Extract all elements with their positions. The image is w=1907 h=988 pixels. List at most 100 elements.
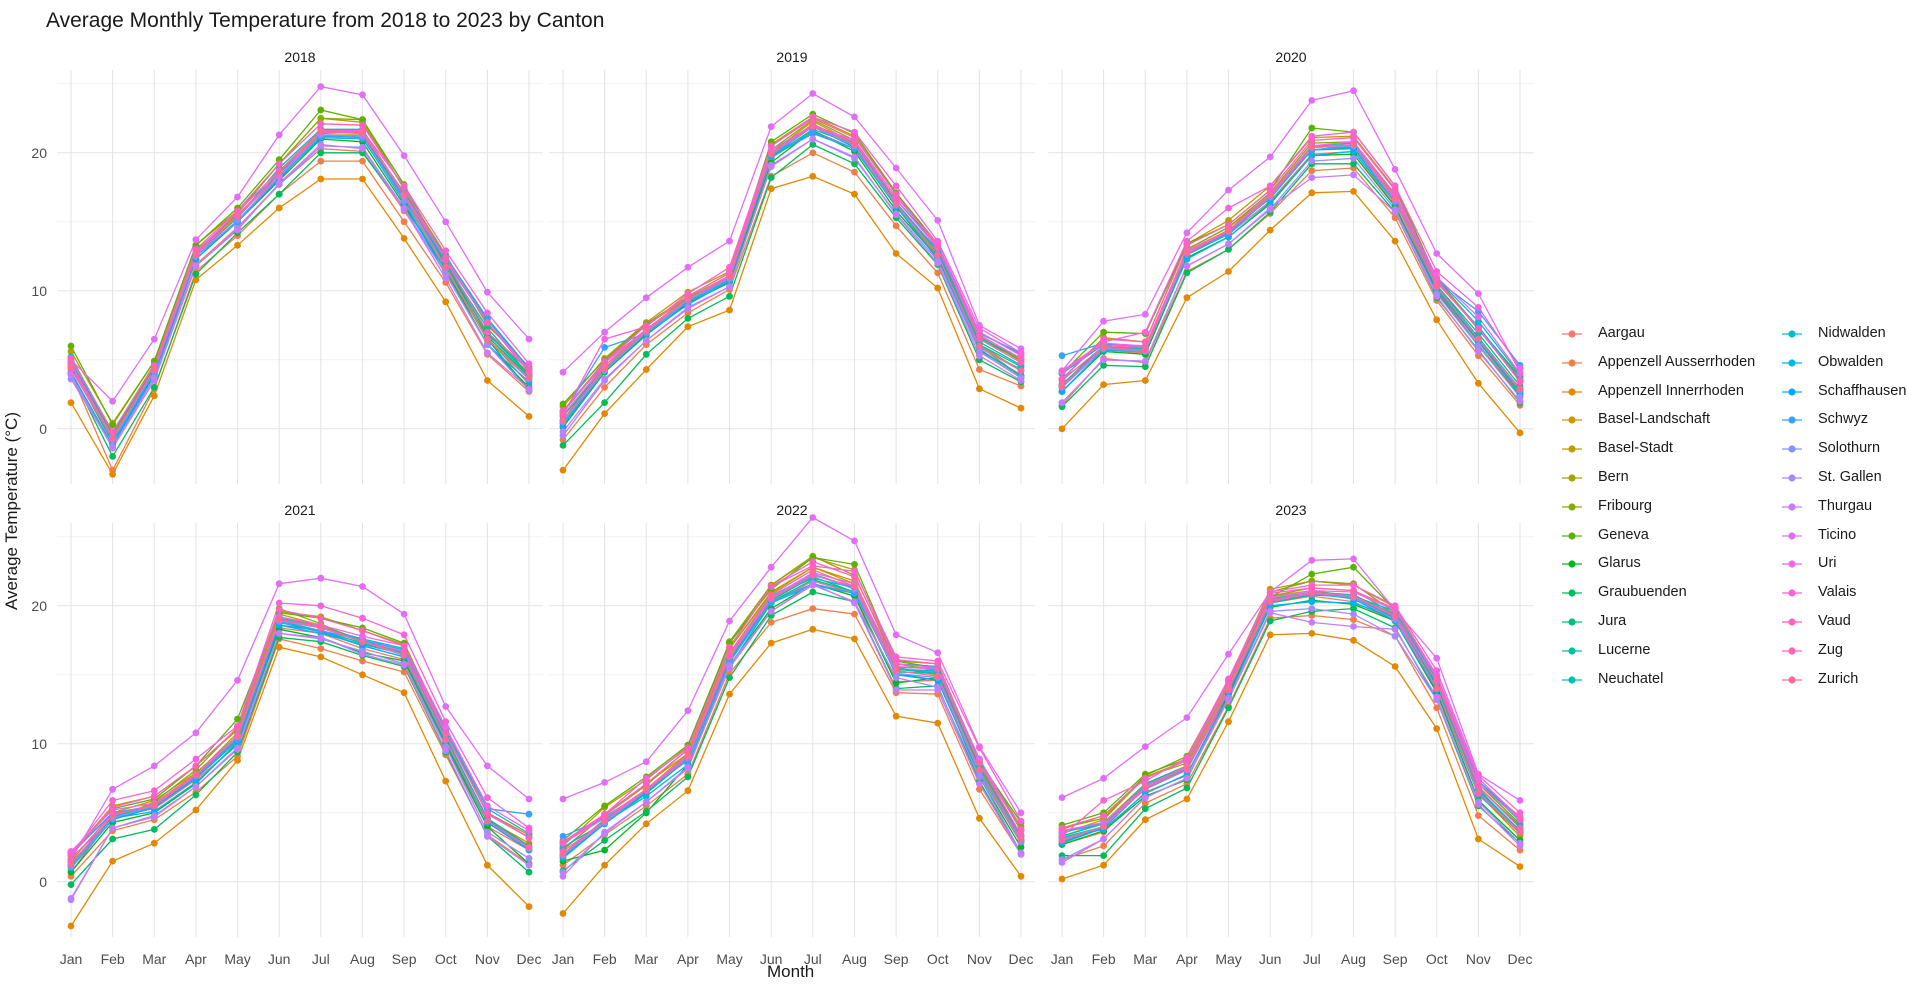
data-point [192, 236, 200, 244]
data-point [525, 854, 533, 862]
data-point [1391, 166, 1399, 173]
data-point [809, 566, 817, 574]
legend-swatch [1782, 675, 1802, 684]
data-point [150, 826, 158, 833]
data-point [484, 802, 491, 810]
data-point [559, 910, 567, 917]
data-point [400, 235, 408, 242]
legend-item: Bern [1560, 466, 1790, 490]
data-point [484, 861, 491, 869]
series-line [1061, 592, 1521, 842]
data-point [400, 206, 408, 213]
data-point [601, 846, 608, 854]
legend-item: Uri [1780, 552, 1907, 576]
data-point [1017, 817, 1025, 825]
legend-swatch [1562, 474, 1582, 482]
data-point [976, 759, 983, 767]
legend-label: Glarus [1598, 555, 1641, 572]
series-line [70, 178, 530, 476]
data-point [1433, 704, 1441, 712]
data-point [1100, 328, 1107, 336]
data-point [851, 168, 858, 176]
data-point [1516, 378, 1524, 386]
data-point [559, 442, 567, 449]
series-line [70, 618, 530, 861]
series-line [70, 638, 530, 877]
data-point [642, 798, 650, 806]
x-tick-label: Oct [927, 951, 949, 967]
data-point [1516, 809, 1524, 817]
data-point [684, 751, 692, 759]
data-point [1141, 816, 1149, 824]
data-point [851, 537, 858, 545]
data-point [525, 834, 533, 841]
legend-swatch [1782, 560, 1802, 568]
data-point [767, 563, 775, 571]
data-point [484, 832, 491, 840]
data-point [1017, 367, 1025, 375]
data-point [317, 149, 325, 157]
data-point [976, 773, 983, 781]
data-point [892, 674, 900, 681]
data-point [976, 366, 983, 373]
data-point [726, 292, 733, 300]
data-point [1475, 304, 1482, 311]
data-point [1183, 763, 1191, 771]
data-point [442, 736, 450, 744]
data-point [234, 207, 241, 215]
legend-item: St. Gallen [1780, 466, 1907, 490]
data-point [150, 787, 158, 795]
legend-label: Nidwalden [1818, 325, 1886, 341]
data-point [109, 835, 116, 843]
data-point [1475, 772, 1482, 779]
data-point [684, 763, 692, 771]
data-point [1017, 377, 1025, 384]
x-tick-label: May [224, 951, 250, 967]
data-point [234, 725, 241, 732]
data-point [1433, 292, 1441, 300]
data-point [192, 262, 200, 270]
data-point [1225, 240, 1232, 248]
legend-label: Jura [1598, 613, 1627, 629]
data-point [1183, 294, 1191, 302]
data-point [400, 661, 408, 669]
facet-panel [57, 523, 543, 937]
data-point [1100, 381, 1107, 388]
data-point [1516, 842, 1524, 850]
data-point [726, 690, 733, 698]
data-point [234, 226, 241, 234]
data-point [1433, 693, 1441, 701]
data-point [359, 671, 366, 679]
data-point [809, 558, 817, 565]
data-point [1017, 843, 1025, 851]
data-point [976, 744, 983, 752]
data-point [1266, 609, 1274, 617]
data-point [934, 660, 942, 668]
data-point [934, 269, 942, 277]
data-point [400, 689, 408, 697]
series-line [70, 621, 530, 854]
data-point [317, 623, 325, 630]
x-tick-label: Mar [634, 951, 658, 967]
data-point [642, 774, 650, 782]
data-point [67, 881, 75, 888]
series-line [562, 92, 1022, 373]
data-point [642, 785, 650, 793]
x-tick-label: Dec [1009, 951, 1034, 967]
legend-item: Ticino [1780, 524, 1907, 548]
data-point [559, 795, 567, 803]
data-point [934, 244, 942, 252]
data-point [317, 106, 325, 114]
x-axis-label: Month [767, 962, 815, 981]
series-line [1061, 143, 1521, 390]
data-point [809, 114, 817, 122]
series-line [562, 124, 1022, 412]
legend-item: Appenzell Innerrhoden [1560, 380, 1790, 404]
data-point [1058, 794, 1066, 801]
legend-swatch-point [1788, 359, 1796, 367]
x-tick-label: Aug [350, 951, 375, 967]
data-point [359, 657, 366, 665]
data-point [150, 366, 158, 373]
data-point [1308, 556, 1316, 564]
data-point [934, 251, 942, 259]
